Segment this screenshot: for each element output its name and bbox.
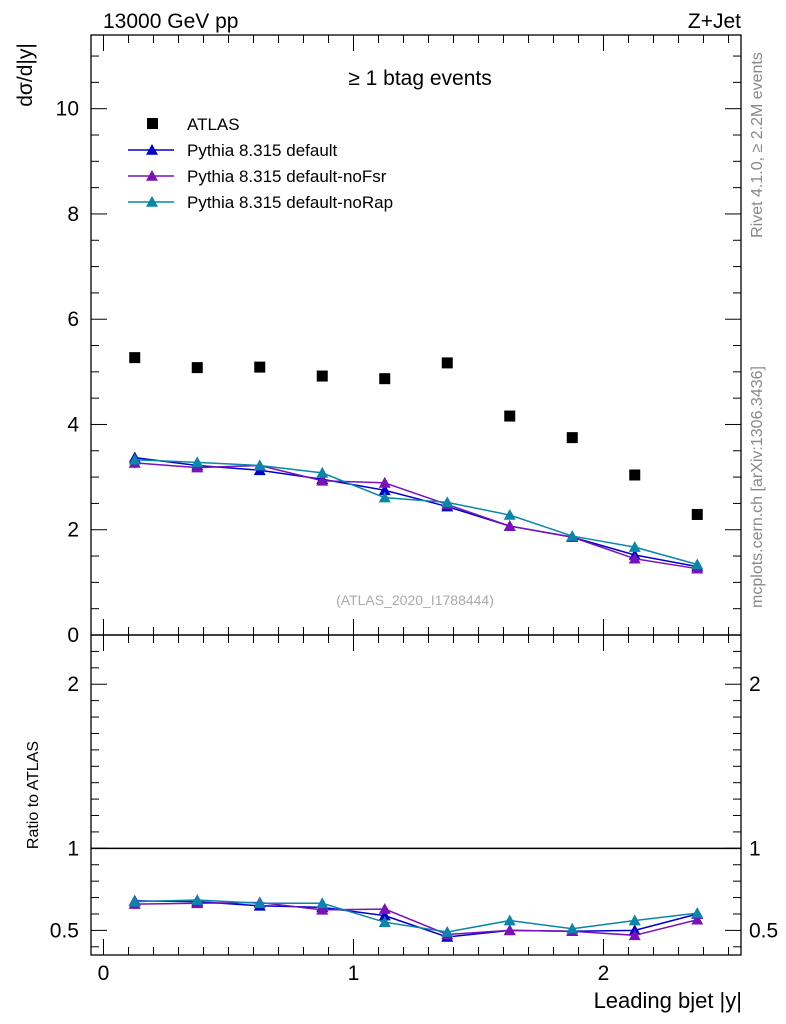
main-data-point bbox=[691, 508, 703, 520]
legend-label: ATLAS bbox=[187, 115, 240, 134]
main-data-point bbox=[253, 459, 266, 471]
energy-label: 13000 GeV pp bbox=[103, 10, 238, 33]
main-data-point bbox=[628, 552, 641, 564]
main-data-point bbox=[628, 541, 641, 552]
main-data-point bbox=[691, 558, 704, 570]
main-data-point bbox=[378, 491, 391, 503]
main-data-point bbox=[566, 530, 579, 541]
x-axis-label: Leading bjet |y| bbox=[594, 988, 742, 1013]
x-tick-label: 0 bbox=[98, 962, 110, 985]
main-data-point bbox=[379, 373, 391, 385]
main-data-point bbox=[629, 469, 641, 481]
legend-label: Pythia 8.315 default bbox=[187, 141, 338, 160]
process-label: Z+Jet bbox=[688, 10, 741, 33]
main-y-axis-label: dσ/d|y| bbox=[14, 43, 37, 107]
ratio-panel: 0.5 0.5 1 1 2 2 0 1 2 bbox=[50, 634, 778, 985]
analysis-watermark: (ATLAS_2020_I1788444) bbox=[336, 592, 494, 608]
ratio-data-point bbox=[253, 897, 266, 909]
ratio-data-point bbox=[128, 895, 141, 907]
ratio-series-line-2 bbox=[134, 899, 698, 933]
legend-marker bbox=[147, 118, 158, 129]
ratio-series-line-0 bbox=[134, 900, 698, 938]
ratio-data-point bbox=[441, 926, 454, 937]
ratio-data-point bbox=[628, 914, 641, 926]
ratio-data-point bbox=[691, 907, 704, 918]
main-series-line-1 bbox=[134, 456, 698, 568]
main-data-point bbox=[128, 453, 141, 465]
mcplots-label: mcplots.cern.ch [arXiv:1306.3436] bbox=[749, 366, 766, 608]
ratio-data-point bbox=[316, 897, 329, 909]
main-y-tick-label: 6 bbox=[67, 308, 79, 331]
main-data-point bbox=[504, 410, 516, 422]
ratio-data-point bbox=[628, 929, 641, 941]
ratio-data-point bbox=[378, 903, 391, 914]
ratio-y-tick-label-right: 1 bbox=[749, 837, 761, 860]
main-data-point bbox=[566, 432, 578, 444]
ratio-y-tick-label: 0.5 bbox=[50, 919, 79, 942]
legend-label: Pythia 8.315 default-noRap bbox=[187, 193, 393, 212]
legend-marker bbox=[146, 170, 158, 181]
main-data-point bbox=[316, 474, 329, 486]
ratio-data-point bbox=[316, 903, 329, 915]
legend-marker bbox=[146, 196, 158, 207]
x-tick-label: 1 bbox=[348, 962, 360, 985]
ratio-data-point bbox=[378, 909, 391, 921]
main-data-point bbox=[254, 361, 266, 373]
main-y-tick-label: 2 bbox=[67, 519, 79, 542]
main-y-tick-label: 10 bbox=[56, 98, 79, 121]
ratio-frame bbox=[90, 634, 742, 956]
main-data-point bbox=[503, 520, 516, 531]
legend-label: Pythia 8.315 default-noFsr bbox=[187, 167, 387, 186]
main-data-point bbox=[191, 456, 204, 468]
ratio-series-line-1 bbox=[134, 901, 698, 937]
main-y-tick-label: 4 bbox=[67, 413, 79, 436]
legend-marker bbox=[146, 144, 158, 155]
main-series-line-2 bbox=[134, 462, 698, 570]
main-panel: 0 2 4 6 8 10 ATLAS Pythia 8.315 default Pythia 8… bbox=[56, 34, 742, 647]
main-data-point bbox=[378, 476, 391, 488]
ratio-y-tick-label-right: 2 bbox=[749, 673, 761, 696]
main-data-point bbox=[503, 509, 516, 520]
ratio-y-tick-label-right: 0.5 bbox=[749, 919, 778, 942]
ratio-data-point bbox=[566, 922, 579, 934]
main-data-point bbox=[191, 362, 203, 374]
ratio-data-point bbox=[191, 894, 204, 905]
main-data-point bbox=[316, 466, 329, 478]
main-data-point bbox=[378, 484, 391, 496]
x-tick-label: 2 bbox=[598, 962, 610, 985]
rivet-version-label: Rivet 4.1.0, ≥ 2.2M events bbox=[749, 52, 766, 238]
plot-title: ≥ 1 btag events bbox=[348, 67, 491, 90]
main-y-tick-label: 0 bbox=[67, 624, 79, 647]
main-data-point bbox=[441, 357, 453, 369]
ratio-data-point bbox=[503, 924, 516, 936]
ratio-y-axis-label: Ratio to ATLAS bbox=[25, 741, 42, 849]
ratio-y-tick-label: 1 bbox=[67, 837, 79, 860]
ratio-data-point bbox=[691, 913, 704, 925]
main-data-point bbox=[129, 352, 141, 364]
main-data-point bbox=[441, 496, 454, 508]
main-data-point bbox=[316, 370, 328, 382]
ratio-data-point bbox=[378, 916, 391, 927]
main-y-tick-label: 8 bbox=[67, 203, 79, 226]
ratio-y-tick-label: 2 bbox=[67, 673, 79, 696]
ratio-data-point bbox=[503, 914, 516, 926]
main-series-line-3 bbox=[134, 458, 698, 566]
